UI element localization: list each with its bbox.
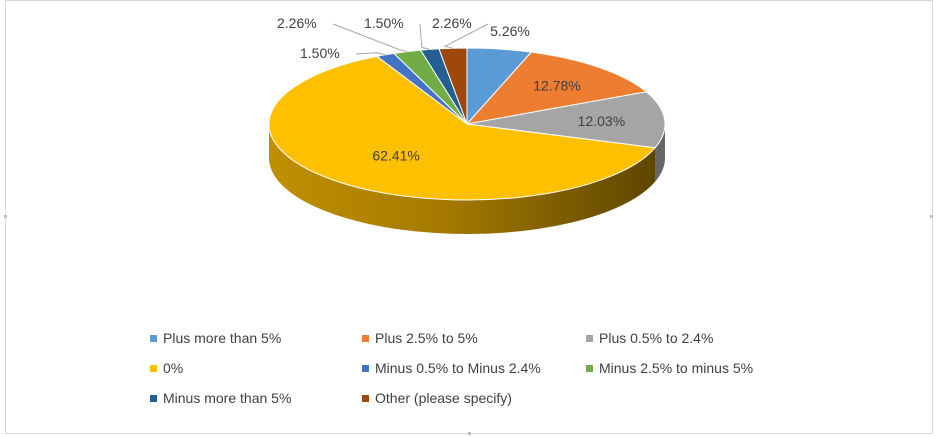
legend: Plus more than 5% Plus 2.5% to 5% Plus 0.5…: [150, 330, 850, 406]
legend-item-minus-more-than-5[interactable]: Minus more than 5%: [150, 390, 362, 406]
data-label-minus-0-5-to-minus-2-4: 1.50%: [300, 45, 340, 61]
legend-label: Minus 2.5% to minus 5%: [599, 360, 754, 376]
data-label-minus-more-than-5: 1.50%: [364, 15, 404, 31]
legend-label: Minus more than 5%: [163, 390, 292, 406]
legend-item-minus-2-5-to-minus-5[interactable]: Minus 2.5% to minus 5%: [586, 360, 826, 376]
leader-line-minus-more-than-5: [419, 23, 430, 50]
legend-item-plus-more-than-5[interactable]: Plus more than 5%: [150, 330, 362, 346]
legend-label: Minus 0.5% to Minus 2.4%: [375, 360, 541, 376]
leader-line-minus-0-5-to-minus-2-4: [355, 52, 386, 56]
legend-swatch: [586, 364, 593, 372]
leader-line-minus-2-5-to-minus-5: [332, 23, 408, 53]
pie-side-0: [268, 124, 656, 234]
data-label-minus-2-5-to-minus-5: 2.26%: [277, 15, 317, 31]
legend-item-0[interactable]: 0%: [150, 360, 362, 376]
data-label-other-please-specify: 2.26%: [432, 15, 472, 31]
legend-label: Plus 0.5% to 2.4%: [599, 330, 714, 346]
legend-label: Plus more than 5%: [163, 330, 282, 346]
data-label-plus-2-5-to-5: 12.78%: [533, 78, 580, 94]
legend-swatch: [362, 364, 369, 372]
legend-label: Other (please specify): [375, 390, 512, 406]
pie-slice-plus-2-5-to-5[interactable]: [465, 51, 648, 125]
legend-item-plus-0-5-to-2-4[interactable]: Plus 0.5% to 2.4%: [586, 330, 826, 346]
legend-item-plus-2-5-to-5[interactable]: Plus 2.5% to 5%: [362, 330, 586, 346]
resize-handle-left[interactable]: [4, 215, 7, 218]
data-label-plus-0-5-to-2-4: 12.03%: [578, 113, 625, 129]
legend-swatch: [150, 364, 157, 372]
data-label-0: 62.41%: [372, 148, 419, 164]
legend-swatch: [362, 394, 369, 402]
leader-line-other-please-specify: [443, 23, 489, 49]
pie-side-plus-0-5-to-2-4: [655, 124, 665, 182]
legend-label: 0%: [163, 360, 184, 376]
legend-item-minus-0-5-to-minus-2-4[interactable]: Minus 0.5% to Minus 2.4%: [362, 360, 586, 376]
legend-item-other-please-specify[interactable]: Other (please specify): [362, 390, 586, 406]
legend-label: Plus 2.5% to 5%: [375, 330, 478, 346]
data-label-plus-more-than-5: 5.26%: [490, 23, 530, 39]
legend-swatch: [586, 334, 593, 342]
legend-swatch: [150, 334, 157, 342]
pie-slice-0[interactable]: [268, 55, 657, 201]
resize-handle-bottom[interactable]: [468, 432, 471, 435]
resize-handle-right[interactable]: [930, 215, 933, 218]
legend-swatch: [150, 394, 157, 402]
legend-swatch: [362, 334, 369, 342]
pie-slice-plus-0-5-to-2-4[interactable]: [466, 91, 666, 149]
